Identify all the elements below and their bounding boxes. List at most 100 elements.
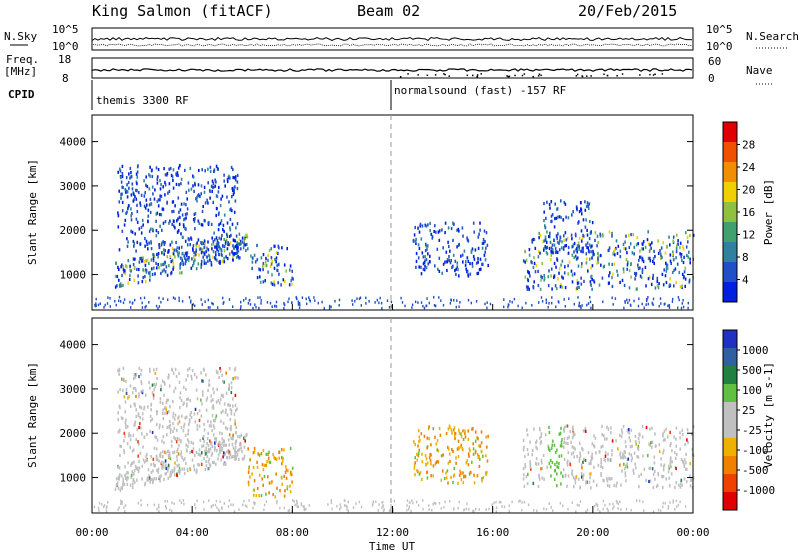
echo-cell xyxy=(143,435,146,439)
echo-cell xyxy=(400,296,402,300)
echo-cell xyxy=(578,301,581,305)
echo-cell xyxy=(221,432,223,436)
echo-cell xyxy=(161,465,163,469)
echo-cell xyxy=(447,461,450,465)
echo-cell xyxy=(186,243,189,247)
echo-cell xyxy=(195,248,197,252)
echo-cell xyxy=(597,258,599,262)
echo-cell xyxy=(599,510,601,513)
echo-cell xyxy=(656,284,659,288)
echo-cell xyxy=(118,278,120,282)
echo-cell xyxy=(166,425,169,429)
echo-cell xyxy=(454,434,456,438)
echo-cell xyxy=(161,379,164,383)
echo-cell xyxy=(563,457,566,461)
echo-cell xyxy=(235,255,238,259)
echo-cell xyxy=(272,452,274,457)
echo-cell xyxy=(328,307,331,310)
echo-cell xyxy=(197,194,199,198)
echo-cell xyxy=(574,478,576,482)
echo-cell xyxy=(171,210,173,214)
echo-cell xyxy=(549,465,552,469)
echo-cell xyxy=(156,410,159,414)
echo-cell xyxy=(220,458,222,462)
echo-cell xyxy=(652,273,654,277)
echo-cell xyxy=(211,243,213,247)
echo-cell xyxy=(201,168,203,172)
echo-cell xyxy=(284,279,286,283)
echo-cell xyxy=(550,246,553,250)
echo-cell xyxy=(205,452,207,456)
echo-cell xyxy=(196,397,199,401)
echo-cell xyxy=(417,451,420,455)
echo-cell xyxy=(426,471,428,475)
echo-cell xyxy=(213,445,216,449)
echo-cell xyxy=(662,451,664,455)
echo-cell xyxy=(134,375,137,379)
echo-cell xyxy=(689,484,692,488)
echo-cell xyxy=(186,467,189,471)
freq-trace xyxy=(91,68,693,78)
echo-cell xyxy=(427,252,429,256)
echo-cell xyxy=(149,369,151,374)
echo-cell xyxy=(189,419,191,423)
echo-cell xyxy=(148,229,151,233)
echo-cell xyxy=(651,426,653,430)
echo-cell xyxy=(94,303,96,307)
echo-cell xyxy=(252,256,254,260)
echo-cell xyxy=(377,509,379,512)
echo-cell xyxy=(233,189,235,193)
echo-cell xyxy=(153,464,155,468)
echo-cell xyxy=(171,240,173,244)
echo-cell xyxy=(186,257,189,261)
echo-cell xyxy=(611,234,613,238)
echo-cell xyxy=(288,297,290,301)
echo-cell xyxy=(637,304,640,308)
echo-cell xyxy=(139,203,142,207)
echo-cell xyxy=(338,298,341,302)
echo-cell xyxy=(283,263,286,267)
echo-cell xyxy=(508,509,510,513)
echo-cell xyxy=(223,256,225,260)
echo-cell xyxy=(270,262,273,266)
echo-cell xyxy=(253,253,256,257)
echo-cell xyxy=(676,453,678,457)
echo-cell xyxy=(200,259,203,263)
echo-cell xyxy=(527,472,529,476)
echo-cell xyxy=(174,367,177,371)
echo-cell xyxy=(681,302,683,305)
echo-cell xyxy=(481,246,484,250)
echo-cell xyxy=(187,428,190,433)
echo-cell xyxy=(591,256,593,260)
echo-cell xyxy=(156,468,158,472)
echo-cell xyxy=(188,367,191,371)
echo-cell xyxy=(577,296,579,299)
echo-cell xyxy=(194,212,197,216)
echo-cell xyxy=(157,307,159,310)
echo-cell xyxy=(532,286,535,290)
echo-cell xyxy=(495,510,498,513)
echo-cell xyxy=(654,254,656,259)
echo-cell xyxy=(579,441,581,445)
echo-cell xyxy=(172,209,175,213)
echo-cell xyxy=(617,244,620,248)
echo-cell xyxy=(291,301,293,304)
echo-cell xyxy=(420,265,422,269)
echo-cell xyxy=(687,441,689,445)
echo-cell xyxy=(234,441,237,445)
echo-cell xyxy=(291,276,293,280)
echo-cell xyxy=(219,397,222,401)
echo-cell xyxy=(586,245,588,250)
echo-cell xyxy=(231,455,234,459)
echo-cell xyxy=(544,245,547,249)
echo-cell xyxy=(658,304,660,308)
echo-cell xyxy=(293,500,295,503)
echo-cell xyxy=(647,454,649,458)
echo-cell xyxy=(212,398,214,402)
echo-cell xyxy=(415,241,417,245)
echo-cell xyxy=(262,483,264,487)
echo-cell xyxy=(553,443,556,447)
echo-cell xyxy=(602,499,605,503)
echo-cell xyxy=(352,303,354,306)
echo-cell xyxy=(141,259,144,263)
